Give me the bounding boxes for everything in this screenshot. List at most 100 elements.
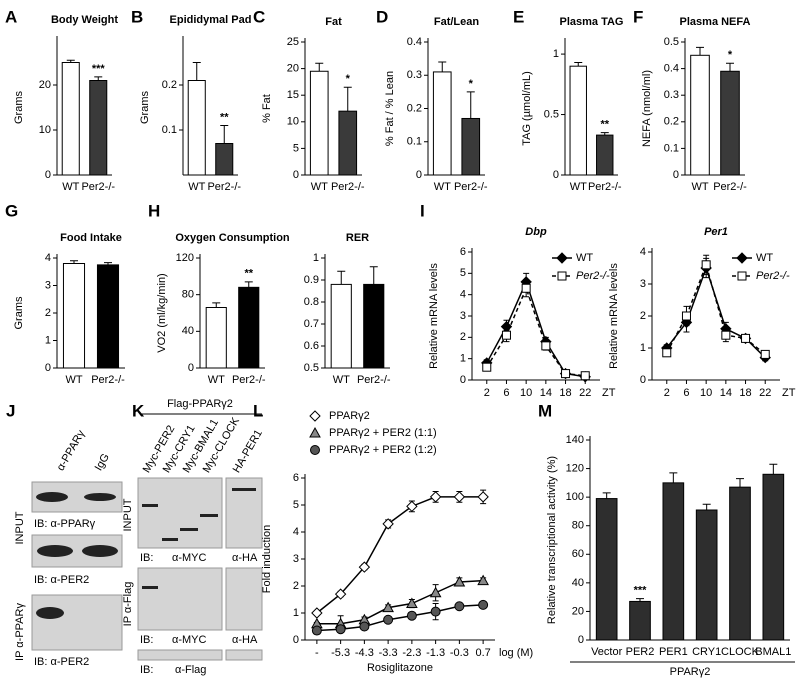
blot-image [137, 477, 223, 549]
bar [569, 65, 587, 176]
marker [478, 599, 489, 610]
legend-label: WT [756, 252, 773, 264]
y-tick-label: 0 [293, 169, 299, 181]
marker [521, 283, 531, 293]
legend-label: Per2-/- [756, 270, 790, 282]
chart-title: Oxygen Consumption [175, 232, 290, 244]
band [36, 492, 68, 502]
x-tick-label: WT [570, 181, 587, 193]
chart-title: Fat/Lean [434, 16, 480, 28]
blot-j: J α-PPARγ IgG INPUT IB: α-PPARγ IB: α-PE… [6, 401, 123, 668]
probe-label: α-HA [232, 552, 258, 564]
marker [382, 518, 394, 530]
bar [461, 117, 481, 176]
marker [501, 330, 511, 340]
series-line [666, 262, 766, 355]
x-tick-label: BMAL1 [755, 646, 791, 658]
bar [96, 264, 120, 369]
y-tick-label: 6 [293, 472, 299, 484]
y-tick-label: 0.3 [407, 69, 422, 81]
significance: * [728, 49, 733, 61]
x-tick-label: WT [208, 374, 225, 386]
x-tick-label: WT [434, 181, 451, 193]
marker [382, 601, 394, 613]
y-tick-label: 0.5 [544, 108, 559, 120]
bar [662, 482, 685, 641]
y-tick-label: 0.2 [162, 79, 177, 91]
legend-label: PPARγ2 + PER2 (1:2) [329, 444, 437, 456]
marker [482, 362, 492, 372]
y-tick-label: 2 [293, 580, 299, 592]
marker [430, 606, 441, 617]
marker [541, 341, 551, 351]
x-tick-label: CRY1 [692, 646, 721, 658]
chart-title: Plasma TAG [560, 16, 624, 28]
y-axis-label: Relative transcriptional activity (%) [546, 456, 558, 624]
y-tick-label: 0 [553, 169, 559, 181]
x-tick-label: Per2-/- [357, 374, 391, 386]
error-bar [602, 492, 611, 499]
probe-label: IB: α-PPARγ [34, 518, 96, 530]
x-tick-label: WT [65, 374, 82, 386]
y-tick-label: 80 [572, 520, 584, 532]
probe-label: α-MYC [172, 634, 207, 646]
y-tick-label: 6 [460, 246, 466, 258]
x-axis-label: ZT [782, 387, 796, 399]
y-tick-label: 0 [673, 169, 679, 181]
y-axis-label: VO2 (ml/kg/min) [156, 273, 168, 352]
panel-letter: A [5, 7, 17, 26]
marker [311, 625, 322, 636]
bar [432, 71, 452, 176]
panel-letter: F [633, 7, 643, 26]
y-axis-label: Fold induction [261, 525, 273, 594]
y-tick-label: 3 [45, 279, 51, 291]
x-axis-unit: log (M) [499, 647, 533, 659]
x-axis-label: ZT [602, 387, 616, 399]
error-bar [466, 91, 475, 119]
significance: *** [634, 584, 648, 596]
error-bar [438, 61, 447, 72]
y-tick-label: 0.4 [407, 36, 422, 48]
y-tick-label: 4 [460, 289, 466, 301]
y-tick-label: 0 [578, 634, 584, 646]
x-tick-label: 2 [484, 387, 490, 399]
x-tick-label: PER2 [626, 646, 655, 658]
x-tick-label: CLOCK [721, 646, 760, 658]
marker [429, 586, 442, 598]
y-tick-label: 2 [45, 307, 51, 319]
band [36, 607, 64, 619]
bar [205, 307, 227, 369]
band [162, 538, 178, 541]
error-bar [70, 260, 78, 264]
y-axis-label: TAG (µmol/mL) [521, 71, 533, 146]
x-tick-label: 10 [700, 387, 712, 399]
y-tick-label: 0.4 [664, 63, 679, 75]
marker [406, 500, 418, 513]
panel-letter: G [5, 201, 18, 220]
y-tick-label: 3 [293, 553, 299, 565]
error-bar [574, 62, 583, 67]
x-tick-label: Per2-/- [207, 181, 241, 193]
chart-title: RER [346, 232, 369, 244]
x-tick-label: -4.3 [355, 647, 374, 659]
y-axis-label: Relative mRNA levels [608, 263, 620, 369]
y-tick-label: 140 [566, 434, 584, 446]
bar [595, 498, 618, 641]
probe-label: IB: α-PER2 [34, 656, 89, 668]
y-tick-label: 10 [287, 116, 299, 128]
ib-label: IB: [140, 634, 153, 646]
x-tick-label: Per2-/- [232, 374, 266, 386]
error-bar [104, 262, 112, 265]
x-tick-label: WT [333, 374, 350, 386]
chart-title: Dbp [525, 226, 547, 238]
marker [760, 349, 770, 359]
marker [454, 601, 465, 612]
legend-marker [310, 445, 320, 455]
probe-label: α-MYC [172, 552, 207, 564]
marker [334, 588, 347, 600]
probe-label: α-Flag [175, 664, 206, 676]
error-bar [94, 76, 103, 81]
x-tick-label: WT [62, 181, 79, 193]
bar [720, 70, 740, 176]
